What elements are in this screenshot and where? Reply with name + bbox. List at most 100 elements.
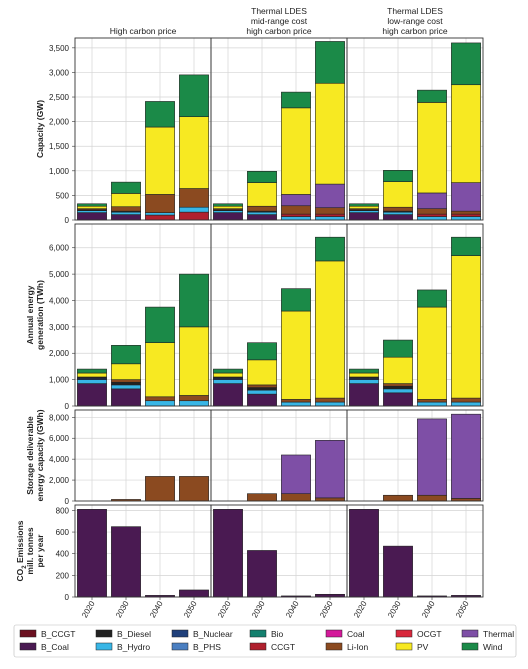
legend-swatch: [325, 629, 343, 638]
bar-segment-b-diesel: [247, 387, 277, 391]
bar-segment-li-ion: [451, 210, 481, 215]
bar-segment-b-coal: [247, 214, 277, 221]
bar-segment-li-ion: [145, 396, 175, 402]
bar-segment-li-ion: [247, 384, 277, 388]
y-axis-label: generation (TWh): [35, 280, 45, 350]
bar-segment-thermal: [417, 192, 447, 209]
bar-segment-pv: [179, 116, 209, 189]
bar-segment-b-coal: [247, 393, 277, 407]
bar-segment-b-hydro: [383, 211, 413, 215]
bar-segment-wind: [213, 368, 243, 374]
bar-segment-b-diesel: [383, 385, 413, 390]
bar-segment-pv: [417, 306, 447, 400]
legend-swatch: [461, 642, 479, 651]
x-tick-label: 2020: [216, 599, 233, 619]
bar-segment-pv: [213, 205, 243, 209]
bar-segment-wind: [247, 342, 277, 361]
bar-segment-wind: [315, 236, 345, 262]
scenario-title: Thermal LDES: [251, 6, 307, 16]
bar-segment-li-ion: [145, 476, 175, 502]
y-axis-label: CO2 Emissions: [15, 520, 28, 581]
bar-segment-thermal: [451, 413, 481, 499]
y-tick-label: 2,000: [49, 476, 70, 485]
bar-segment-b-coal: [383, 392, 413, 407]
bar-segment-wind: [349, 368, 379, 374]
bar-segment-b-hydro: [111, 211, 141, 215]
bar-segment-li-ion: [383, 206, 413, 212]
bar-segment-wind: [111, 181, 141, 194]
x-tick-label: 2020: [352, 599, 369, 619]
bar-segment-b-coal: [77, 509, 107, 598]
bar-segment-b-hydro: [213, 379, 243, 384]
bar-segment-li-ion: [281, 493, 311, 502]
bar-segment-li-ion: [145, 194, 175, 213]
bar-segment-wind: [111, 345, 141, 365]
bar-segment-wind: [247, 171, 277, 183]
bar-segment-li-ion: [383, 383, 413, 387]
bar-segment-thermal: [451, 182, 481, 212]
bar-segment-b-hydro: [145, 212, 175, 216]
bar-segment-wind: [451, 42, 481, 86]
y-tick-label: 3,500: [49, 44, 70, 53]
y-axis-label: mill. tonnes: [25, 527, 35, 575]
bar-segment-b-hydro: [77, 379, 107, 384]
legend-label: B_Nuclear: [193, 629, 233, 639]
legend-label: Wind: [483, 642, 503, 652]
y-tick-label: 400: [56, 550, 70, 559]
bar-segment-pv: [247, 359, 277, 386]
bar-segment-wind: [383, 170, 413, 182]
y-axis-label: Capacity (GW): [35, 100, 45, 158]
bar-segment-ccgt: [179, 211, 209, 221]
bar-segment-b-hydro: [451, 401, 481, 407]
y-tick-label: 2,000: [49, 349, 70, 358]
y-tick-label: 0: [65, 402, 70, 411]
bar-segment-wind: [417, 289, 447, 308]
legend-box: [13, 624, 517, 658]
x-tick-label: 2030: [114, 599, 131, 619]
bar-segment-wind: [179, 74, 209, 118]
legend-swatch: [95, 642, 113, 651]
panel-frame: [346, 37, 484, 221]
bar-segment-li-ion: [179, 476, 209, 502]
y-axis-label: per year: [35, 534, 45, 568]
x-tick-label: 2040: [284, 599, 301, 619]
y-tick-label: 3,000: [49, 68, 70, 77]
bar-segment-li-ion: [315, 397, 345, 403]
bar-segment-b-hydro: [315, 216, 345, 221]
bar-segment-wind: [281, 91, 311, 109]
x-tick-label: 2030: [250, 599, 267, 619]
bar-segment-pv: [111, 363, 141, 380]
bar-segment-b-coal: [383, 545, 413, 598]
bar-segment-wind: [417, 89, 447, 103]
bar-segment-b-coal: [349, 383, 379, 407]
y-tick-label: 0: [65, 497, 70, 506]
legend-label: PV: [417, 642, 429, 652]
panel-frame: [346, 223, 484, 407]
bar-segment-li-ion: [179, 188, 209, 208]
bar-segment-ccgt: [417, 213, 447, 217]
bar-segment-ccgt: [315, 213, 345, 217]
bar-segment-wind: [281, 288, 311, 312]
scenario-title: Thermal LDES: [387, 6, 443, 16]
bar-segment-b-coal: [111, 526, 141, 598]
y-tick-label: 6,000: [49, 244, 70, 253]
y-tick-label: 4,000: [49, 296, 70, 305]
bar-segment-pv: [145, 126, 175, 195]
y-tick-label: 1,000: [49, 167, 70, 176]
bar-segment-b-hydro: [145, 400, 175, 407]
bar-segment-b-hydro: [349, 379, 379, 384]
bar-segment-b-hydro: [179, 206, 209, 213]
legend-swatch: [325, 642, 343, 651]
bar-segment-wind: [383, 339, 413, 358]
bar-segment-pv: [77, 372, 107, 378]
bar-segment-li-ion: [281, 205, 311, 215]
bar-segment-b-coal: [247, 550, 277, 598]
x-tick-label: 2040: [148, 599, 165, 619]
bar-segment-wind: [77, 203, 107, 207]
bar-segment-ccgt: [145, 214, 175, 221]
bar-segment-ccgt: [451, 213, 481, 217]
bar-segment-pv: [349, 372, 379, 378]
legend-label: B_Hydro: [117, 642, 150, 652]
panel-frame: [346, 504, 484, 598]
